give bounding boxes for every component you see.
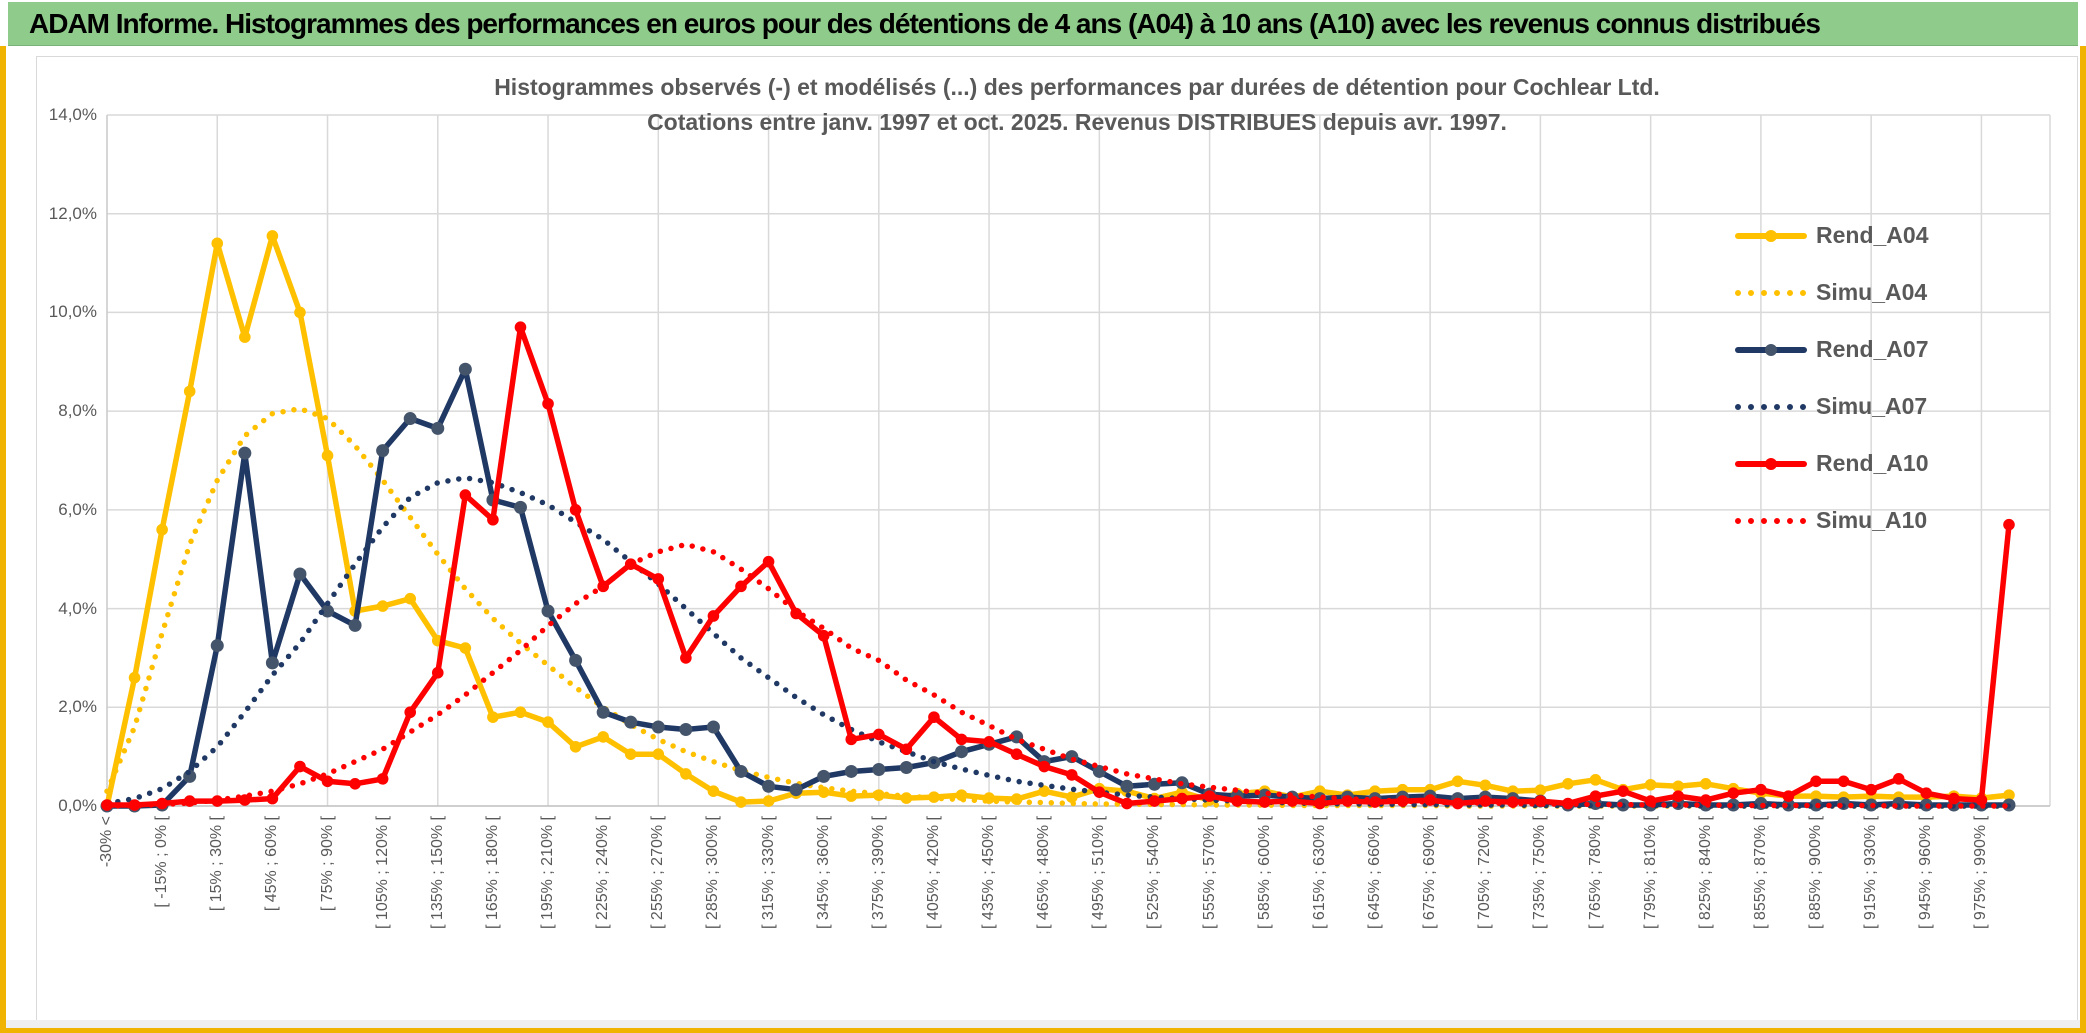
chart-object[interactable] bbox=[36, 56, 2078, 1024]
x-tick-label: [ 915% ; 930% [ bbox=[1862, 816, 1880, 929]
gold-border-bottom bbox=[0, 1028, 2086, 1033]
x-tick-label: [ 405% ; 420% [ bbox=[924, 816, 942, 929]
x-tick-label: [ 885% ; 900% [ bbox=[1807, 816, 1825, 929]
x-tick-label: [ 45% ; 60% [ bbox=[263, 816, 281, 912]
x-tick-label: [ 795% ; 810% [ bbox=[1641, 816, 1659, 929]
legend-dotted-line-icon bbox=[1735, 517, 1807, 524]
header-banner: ADAM Informe. Histogrammes des performan… bbox=[8, 2, 2078, 46]
x-tick-label: [ 495% ; 510% [ bbox=[1090, 816, 1108, 929]
x-tick-label: [ 15% ; 30% [ bbox=[208, 816, 226, 912]
bottom-gutter bbox=[6, 1020, 2080, 1028]
legend-dotted-line-icon bbox=[1735, 403, 1807, 410]
y-tick-label: 8,0% bbox=[58, 401, 97, 421]
x-tick-label: [ 345% ; 360% [ bbox=[814, 816, 832, 929]
legend-item-simu_a07[interactable]: Simu_A07 bbox=[1735, 378, 1928, 435]
y-tick-label: 6,0% bbox=[58, 499, 97, 519]
x-tick-label: [ 255% ; 270% [ bbox=[649, 816, 667, 929]
chart-title-line2: Cotations entre janv. 1997 et oct. 2025.… bbox=[647, 109, 1507, 135]
y-tick-label: 14,0% bbox=[48, 105, 97, 124]
x-tick-label: [ 195% ; 210% [ bbox=[539, 816, 557, 929]
x-tick-label: [ 855% ; 870% [ bbox=[1751, 816, 1769, 929]
x-tick-label: [ 735% ; 750% [ bbox=[1531, 816, 1549, 929]
x-tick-label: [ 945% ; 960% [ bbox=[1917, 816, 1935, 929]
x-tick-label: [ 135% ; 150% [ bbox=[428, 816, 446, 929]
x-tick-label: [ 75% ; 90% [ bbox=[318, 816, 336, 912]
banner-title: ADAM Informe. Histogrammes des performan… bbox=[29, 8, 1821, 39]
chart-legend: Rend_A04 Simu_A04 Rend_A07 Simu_A07 Rend_A10… bbox=[1735, 207, 1928, 549]
chart-title-line1: Histogrammes observés (-) et modélisés (… bbox=[494, 74, 1660, 100]
legend-item-simu_a04[interactable]: Simu_A04 bbox=[1735, 264, 1928, 321]
legend-label: Rend_A04 bbox=[1816, 222, 1929, 248]
x-tick-label: [ 645% ; 660% [ bbox=[1365, 816, 1383, 929]
x-tick-label: [ 315% ; 330% [ bbox=[759, 816, 777, 929]
legend-label: Simu_A07 bbox=[1816, 393, 1928, 419]
legend-label: Rend_A07 bbox=[1816, 336, 1929, 362]
legend-item-rend_a10[interactable]: Rend_A10 bbox=[1735, 435, 1928, 492]
x-tick-label: [ 765% ; 780% [ bbox=[1586, 816, 1604, 929]
legend-item-simu_a10[interactable]: Simu_A10 bbox=[1735, 492, 1928, 549]
x-tick-label: [ 555% ; 570% [ bbox=[1200, 816, 1218, 929]
y-tick-label: 0,0% bbox=[58, 796, 97, 815]
x-tick-label: [ 465% ; 480% [ bbox=[1035, 816, 1053, 929]
x-tick-label: [ 585% ; 600% [ bbox=[1255, 816, 1273, 929]
x-tick-label: [ 375% ; 390% [ bbox=[869, 816, 887, 929]
chart-title: Histogrammes observés (-) et modélisés (… bbox=[377, 70, 1777, 140]
legend-item-rend_a04[interactable]: Rend_A04 bbox=[1735, 207, 1928, 264]
legend-label: Simu_A10 bbox=[1816, 507, 1928, 533]
legend-solid-line-icon bbox=[1735, 343, 1807, 356]
gold-border-right bbox=[2080, 46, 2086, 1033]
x-tick-label: [ 225% ; 240% [ bbox=[594, 816, 612, 929]
x-tick-label: [ 435% ; 450% [ bbox=[980, 816, 998, 929]
x-tick-label: [ 975% ; 990% [ bbox=[1972, 816, 1990, 929]
legend-solid-line-icon bbox=[1735, 229, 1807, 242]
legend-dotted-line-icon bbox=[1735, 289, 1807, 296]
x-tick-label: [ 525% ; 540% [ bbox=[1145, 816, 1163, 929]
legend-label: Simu_A04 bbox=[1816, 279, 1928, 305]
x-tick-label: [ 105% ; 120% [ bbox=[373, 816, 391, 929]
legend-solid-line-icon bbox=[1735, 457, 1807, 470]
x-tick-label: [ 165% ; 180% [ bbox=[483, 816, 501, 929]
x-tick-label: -30% < bbox=[98, 816, 115, 868]
legend-item-rend_a07[interactable]: Rend_A07 bbox=[1735, 321, 1928, 378]
y-tick-label: 10,0% bbox=[48, 302, 97, 322]
x-tick-label: [ 615% ; 630% [ bbox=[1310, 816, 1328, 929]
legend-label: Rend_A10 bbox=[1816, 450, 1929, 476]
x-tick-label: [ -15% ; 0% [ bbox=[153, 816, 171, 908]
x-tick-label: [ 285% ; 300% [ bbox=[704, 816, 722, 929]
y-tick-label: 4,0% bbox=[58, 598, 97, 618]
gold-border-left bbox=[0, 46, 6, 1033]
y-tick-label: 2,0% bbox=[58, 697, 97, 717]
x-tick-label: [ 705% ; 720% [ bbox=[1476, 816, 1494, 929]
x-tick-label: [ 825% ; 840% [ bbox=[1696, 816, 1714, 929]
x-tick-label: [ 675% ; 690% [ bbox=[1421, 816, 1439, 929]
y-tick-label: 12,0% bbox=[48, 203, 97, 223]
